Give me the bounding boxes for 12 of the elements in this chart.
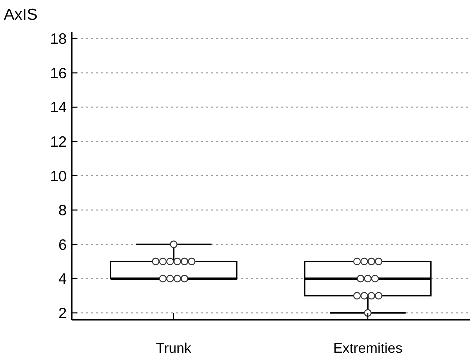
- y-tick-label: 10: [50, 168, 67, 186]
- y-tick-label: 2: [58, 305, 67, 322]
- y-tick-label: 16: [50, 65, 67, 82]
- x-tick-label: Trunk: [156, 340, 193, 356]
- y-tick-label: 4: [58, 271, 67, 288]
- y-tick-label: 8: [58, 202, 67, 220]
- y-tick-label: 6: [58, 236, 67, 254]
- y-tick-label: 18: [50, 31, 67, 48]
- x-tick-label: Extremities: [333, 340, 403, 356]
- y-axis-title: AxIS: [4, 7, 38, 24]
- y-tick-label: 12: [50, 134, 67, 151]
- y-tick-label: 14: [50, 100, 67, 117]
